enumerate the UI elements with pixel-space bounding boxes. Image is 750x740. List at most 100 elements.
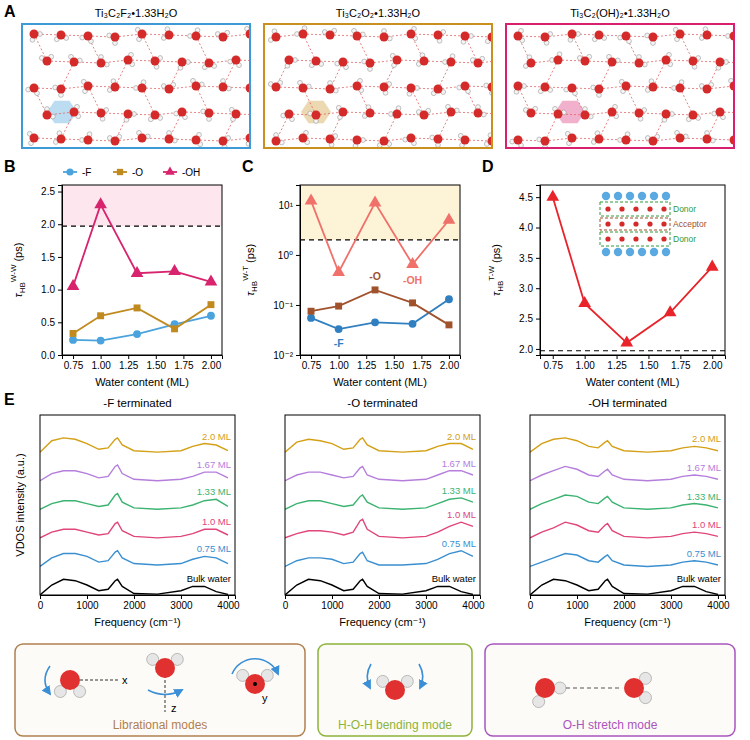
oxygen-atom [622,32,631,41]
chart: 01000200030004000Frequency (cm⁻¹)-O term… [283,397,485,628]
reference-line [540,350,725,351]
oxygen-atom [57,31,66,40]
oxygen-atom [581,57,590,66]
plot-frame [540,185,725,355]
tick-label: 1.50 [385,360,405,371]
marker [133,330,141,338]
tick-mark [311,355,312,359]
oxygen-atom [97,109,106,118]
oxygen-atom [111,33,120,42]
x-axis-title: Frequency (cm⁻¹) [584,616,671,628]
axis-dot [253,682,257,686]
marker [409,299,416,306]
oxygen-atom [420,57,429,66]
oxygen-atom [326,31,335,40]
marker [97,312,104,319]
series-line [311,290,449,325]
tick-label: 2.00 [202,360,222,371]
marker [406,257,419,268]
tick-mark [87,595,88,599]
oxygen-atom [219,137,228,146]
series-line [285,519,473,538]
oxygen-atom [70,58,79,67]
shaded-region [62,185,222,226]
oxygen-atom [285,110,294,119]
inset-label: Donor [673,204,696,214]
tick: 3000 [170,595,193,611]
tick: 1.50 [147,355,167,371]
oxygen-atom [205,109,214,118]
tick: 1.00 [91,355,111,371]
tick: 4000 [462,595,485,611]
ti-atom [638,248,646,256]
panel-letter: A [4,3,16,20]
tick-label: 2.00 [703,360,723,371]
tick-mark [473,595,474,599]
oxygen-atom [366,109,375,118]
oxygen-atom [554,56,563,65]
y-axis-title-sup: W-W [9,264,18,282]
x-axis: 0.751.001.251.501.752.00 [541,355,726,371]
oxygen-atom [97,59,106,68]
tick: 2.0 [519,344,540,355]
tick-label: 2000 [123,600,146,611]
snapshot [510,27,734,148]
y-axis: 2.02.53.03.54.04.5 [519,186,540,356]
oxygen-atom [461,82,470,91]
tick-mark [128,355,129,359]
tick-label: 1.00 [91,360,111,371]
reference-line [62,226,222,227]
oxygen-atom [205,59,214,68]
oxygen-atom [57,85,66,94]
plot-frame [530,415,725,595]
axis-line [301,356,461,360]
ti-atom [662,248,670,256]
tick-mark [577,595,578,599]
y-axis: 10⁻²10⁻¹10⁰10¹ [273,186,300,361]
y-axis-title: τHBW-W(ps) [9,243,27,298]
tick-label: 2.5 [519,313,533,324]
oxygen-atom [245,674,265,694]
tick-mark [394,355,395,359]
tick: 2000 [613,595,636,611]
tick-mark [228,595,229,599]
tick-label: 2000 [368,600,391,611]
marker [335,325,343,333]
legend-label: -O [132,167,143,178]
snapshot-title: Ti₃C₂O₂•1.33H₂O [336,7,421,19]
hydrogen-atom [554,682,566,694]
y-axis-title: τHBT-W(ps) [487,244,505,296]
tick-mark [624,595,625,599]
snapshot-title: Ti₃C₂F₂•1.33H₂O [95,7,178,19]
water-oxygen [647,236,652,241]
marker [446,321,453,328]
oxygen-atom [353,32,362,41]
oxygen-atom [447,108,456,117]
tick: 3000 [415,595,438,611]
oxygen-atom [703,85,712,94]
tick: 1.25 [357,355,377,371]
water-oxygen [619,206,624,211]
oxygen-atom [649,83,658,92]
series-label: 1.0 ML [447,509,476,520]
oxygen-atom [527,109,536,118]
tick-label: 1.5 [41,252,55,263]
oxygen-atom [312,111,321,120]
marker [578,296,591,307]
water-oxygen [661,236,666,241]
tick-label: 1.25 [357,360,377,371]
tick-mark [366,355,367,359]
tick-label: 2.0 [41,219,55,230]
tick: 0.75 [544,355,564,371]
oxygen-atom [339,108,348,117]
series-label: Bulk water [432,573,476,584]
tick-label: 4000 [707,600,730,611]
tick-mark [58,355,62,356]
y-axis-title-unit: (ps) [490,244,502,263]
water-oxygen [619,236,624,241]
axis-line [541,356,726,360]
tick-label: 1.25 [119,360,139,371]
motion-arrow [45,666,50,694]
marker [205,274,218,285]
y-axis-title: τHBW-T(ps) [241,244,259,296]
